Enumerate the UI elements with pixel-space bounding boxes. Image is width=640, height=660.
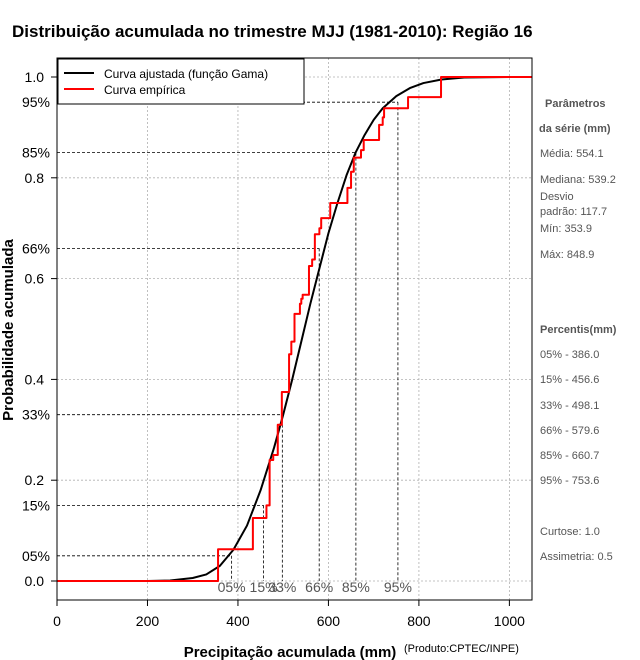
percentil-85: 85% - 660.7 xyxy=(540,450,599,462)
x-tick-label-800: 800 xyxy=(407,613,431,629)
credit-text: (Produto:CPTEC/INPE) xyxy=(404,643,519,655)
y-percentile-label-66%: 66% xyxy=(22,240,50,256)
fitted-gamma-curve xyxy=(57,76,532,582)
x-tick-label-0: 0 xyxy=(53,613,61,629)
y-tick-label-0.8: 0.8 xyxy=(25,170,45,186)
stat-mediana: Mediana: 539.2 xyxy=(540,174,616,186)
chart-title: Distribuição acumulada no trimestre MJJ … xyxy=(12,22,533,41)
y-tick-label-0.4: 0.4 xyxy=(25,371,45,387)
stat-assimetria: Assimetria: 0.5 xyxy=(540,551,613,563)
y-axis-label: Probabilidade acumulada xyxy=(0,238,17,420)
percentile-labels: 05%05%15%15%33%33%66%66%85%85%95%95% xyxy=(22,94,412,595)
y-percentile-label-95%: 95% xyxy=(22,94,50,110)
axes: 0 200 400 600 800 1000 0.0 0.2 0.4 0.6 0.8 1.0 xyxy=(25,69,526,629)
x-percentile-label-66%: 66% xyxy=(305,579,333,595)
percentil-15: 15% - 456.6 xyxy=(540,374,599,386)
y-percentile-label-33%: 33% xyxy=(22,407,50,423)
series-group xyxy=(57,76,532,582)
x-tick-label-1000: 1000 xyxy=(494,613,525,629)
stat-desvio-line2: padrão: 117.7 xyxy=(540,206,607,218)
x-percentile-label-85%: 85% xyxy=(342,579,370,595)
x-tick-label-600: 600 xyxy=(317,613,341,629)
percentil-05: 05% - 386.0 xyxy=(540,349,599,361)
stat-max: Máx: 848.9 xyxy=(540,249,594,261)
empirical-step-curve xyxy=(57,76,532,582)
params-title-line1: Parâmetros xyxy=(545,98,606,110)
params-title-line2: da série (mm) xyxy=(539,123,611,135)
stat-desvio-line1: Desvio xyxy=(540,191,574,203)
x-axis-label: Precipitação acumulada (mm) xyxy=(184,644,397,660)
stat-media: Média: 554.1 xyxy=(540,148,604,160)
y-percentile-label-85%: 85% xyxy=(22,145,50,161)
legend: Curva ajustada (função Gama) Curva empír… xyxy=(57,58,305,105)
stat-min: Mín: 353.9 xyxy=(540,223,592,235)
x-tick-label-400: 400 xyxy=(226,613,250,629)
legend-label-fitted: Curva ajustada (função Gama) xyxy=(104,67,268,81)
legend-box xyxy=(57,58,305,105)
x-percentile-label-33%: 33% xyxy=(268,579,296,595)
y-percentile-label-15%: 15% xyxy=(22,497,50,513)
y-tick-label-1.0: 1.0 xyxy=(25,69,45,85)
percentil-66: 66% - 579.6 xyxy=(540,425,599,437)
legend-label-empirical: Curva empírica xyxy=(104,83,186,97)
y-tick-label-0.6: 0.6 xyxy=(25,271,45,287)
x-tick-label-200: 200 xyxy=(136,613,160,629)
percentis-title: Percentis(mm) xyxy=(540,324,617,336)
plot-frame xyxy=(56,57,533,601)
percentil-33: 33% - 498.1 xyxy=(540,400,599,412)
x-percentile-label-95%: 95% xyxy=(384,579,412,595)
stat-curtose: Curtose: 1.0 xyxy=(540,526,600,538)
x-percentile-label-05%: 05% xyxy=(218,579,246,595)
percentil-95: 95% - 753.6 xyxy=(540,475,599,487)
y-tick-label-0.0: 0.0 xyxy=(25,573,45,589)
x-percentile-label-15%: 15% xyxy=(250,579,278,595)
y-tick-label-0.2: 0.2 xyxy=(25,472,45,488)
side-panel: Parâmetros da série (mm) Média: 554.1 Me… xyxy=(539,98,617,563)
y-percentile-label-05%: 05% xyxy=(22,548,50,564)
